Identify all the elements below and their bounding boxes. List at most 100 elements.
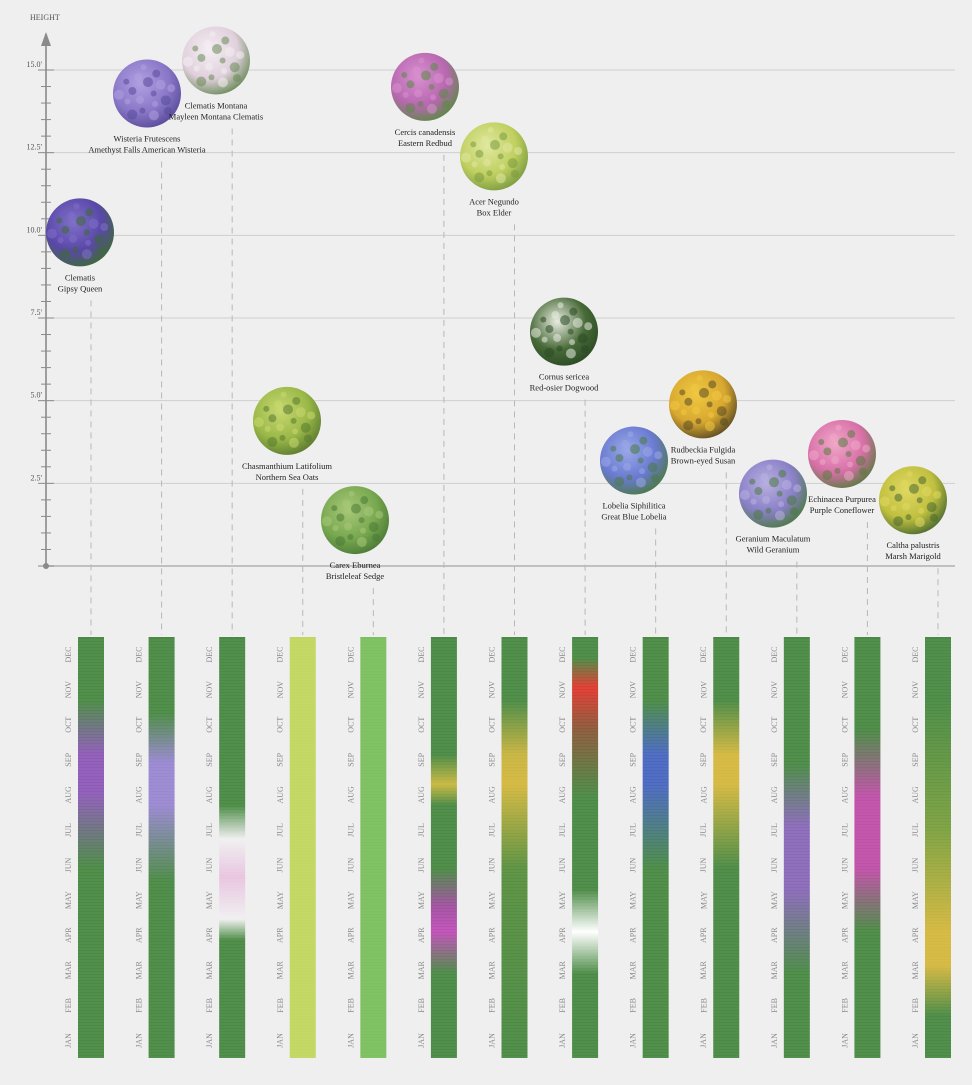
month-label: MAR: [64, 961, 73, 980]
month-label: MAR: [205, 961, 214, 980]
photo-texture: [60, 248, 71, 259]
photo-texture: [356, 536, 367, 547]
photo-texture: [295, 407, 306, 418]
plant-common-name: Purple Coneflower: [810, 505, 875, 515]
photo-texture: [128, 86, 137, 95]
month-label: MAR: [488, 961, 497, 980]
month-label: AUG: [346, 786, 355, 804]
month-label: MAY: [64, 891, 73, 909]
plant-common-name: Great Blue Lobelia: [601, 512, 666, 522]
month-label: APR: [488, 927, 497, 943]
month-label: NOV: [770, 681, 779, 699]
photo-texture: [902, 502, 911, 511]
photo-texture: [708, 411, 715, 418]
photo-texture: [219, 57, 226, 64]
month-label: JAN: [276, 1033, 285, 1048]
photo-texture: [499, 132, 508, 141]
month-label: OCT: [488, 717, 497, 733]
month-label: JUL: [135, 823, 144, 837]
photo-texture: [197, 53, 206, 62]
photo-texture: [221, 67, 228, 74]
month-label: MAR: [629, 961, 638, 980]
photo-texture: [750, 498, 757, 505]
photo-texture: [692, 406, 701, 415]
month-label: APR: [770, 927, 779, 943]
plant-name: Chasmanthium Latifolium: [242, 461, 332, 471]
month-label: OCT: [840, 717, 849, 733]
photo-texture: [113, 89, 124, 100]
month-label: NOV: [417, 681, 426, 699]
plant-common-name: Wild Geranium: [747, 545, 800, 555]
month-label: SEP: [276, 752, 285, 766]
photo-texture: [264, 425, 271, 432]
photo-texture: [894, 493, 903, 502]
photo-texture: [565, 348, 576, 359]
photo-texture: [510, 169, 519, 178]
photo-texture: [290, 417, 297, 424]
month-label: NOV: [205, 681, 214, 699]
month-label: JUN: [911, 857, 920, 872]
leader-lines: [90, 128, 939, 635]
photo-texture: [754, 487, 763, 496]
month-label: JUN: [276, 857, 285, 872]
photo-texture: [279, 434, 286, 441]
photo-texture: [696, 375, 703, 382]
photo-texture: [808, 450, 819, 461]
month-label: MAR: [911, 961, 920, 980]
photo-texture: [630, 444, 641, 455]
month-label: OCT: [911, 717, 920, 733]
month-label: MAY: [840, 891, 849, 909]
photo-texture: [300, 422, 311, 433]
month-label: NOV: [558, 681, 567, 699]
photo-texture: [475, 149, 484, 158]
month-label: JAN: [64, 1033, 73, 1048]
plant-common-name: Eastern Redbud: [398, 138, 453, 148]
photo-texture: [360, 527, 367, 534]
photo-texture: [486, 170, 493, 177]
month-label: MAY: [417, 891, 426, 909]
plant-common-name: Marsh Marigold: [885, 551, 941, 561]
month-label: OCT: [64, 717, 73, 733]
photo-texture: [335, 536, 346, 547]
photo-texture: [600, 456, 611, 467]
photo-texture: [584, 322, 593, 331]
photo-texture: [192, 45, 199, 52]
photo-texture: [918, 476, 927, 485]
month-label: APR: [840, 927, 849, 943]
photo-texture: [274, 400, 283, 409]
photo-texture: [621, 439, 630, 448]
month-label: MAR: [840, 961, 849, 980]
photo-texture: [684, 397, 693, 406]
photo-texture: [642, 446, 653, 457]
photo-texture: [818, 438, 825, 445]
photo-texture: [283, 404, 294, 415]
month-label: FEB: [276, 998, 285, 1013]
bloom-strip: [572, 637, 599, 1058]
month-label: JUL: [276, 823, 285, 837]
photo-texture: [163, 107, 172, 116]
month-label: FEB: [64, 998, 73, 1013]
photo-texture: [193, 65, 200, 72]
photo-texture: [879, 496, 890, 507]
photo-texture: [460, 152, 471, 163]
month-label: NOV: [911, 681, 920, 699]
month-label: DEC: [629, 647, 638, 663]
photo-texture: [926, 502, 937, 513]
month-label: MAY: [629, 891, 638, 909]
photo-texture: [46, 228, 57, 239]
y-tick-label: 15.0': [27, 60, 43, 69]
photo-texture: [778, 469, 787, 478]
month-label: OCT: [205, 717, 214, 733]
photo-texture: [933, 490, 942, 499]
month-label: NOV: [488, 681, 497, 699]
photo-texture: [929, 513, 938, 522]
photo-texture: [551, 310, 560, 319]
photo-texture: [545, 325, 554, 334]
plant-name: Clematis Montana: [185, 100, 248, 110]
month-label: JAN: [770, 1033, 779, 1048]
photo-texture: [360, 496, 369, 505]
